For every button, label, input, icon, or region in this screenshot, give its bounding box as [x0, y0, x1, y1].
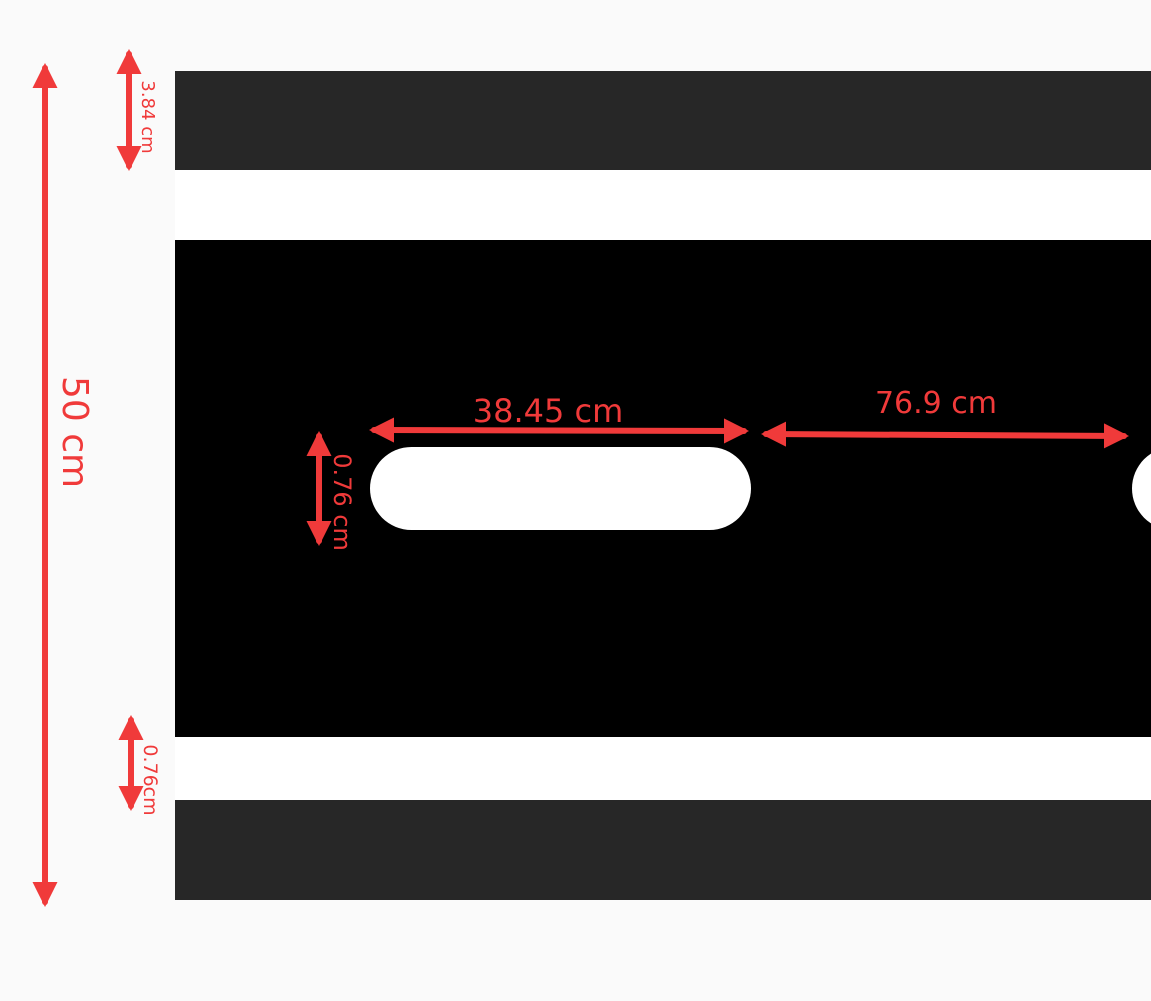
bottom-stripe-label: 0.76cm [139, 744, 161, 815]
top-edge-stripe [175, 170, 1151, 240]
center-dash-slot [370, 447, 751, 530]
center-dash-slot-next [1132, 453, 1151, 524]
road-bottom-band [175, 800, 1151, 900]
slot-length-label: 38.45 cm [473, 392, 624, 430]
total-height-label: 50 cm [54, 376, 95, 488]
slot-gap-arrow [760, 421, 1130, 449]
bottom-edge-stripe [175, 737, 1151, 800]
road-top-band [175, 71, 1151, 170]
slot-gap-label: 76.9 cm [875, 386, 997, 421]
top-band-label: 3.84 cm [137, 80, 158, 153]
slot-length-arrow [368, 417, 750, 444]
slot-height-label: 0.76 cm [328, 453, 356, 551]
